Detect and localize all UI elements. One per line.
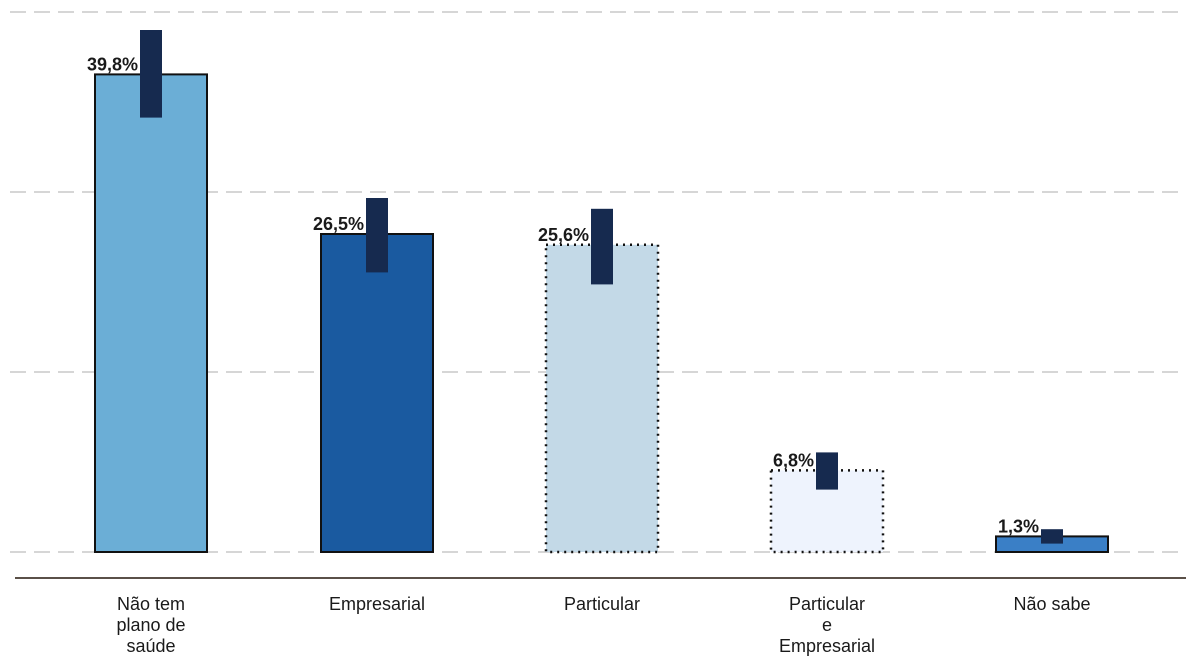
bar xyxy=(94,73,208,554)
category-label: Empresarial xyxy=(329,594,425,614)
category-label: e xyxy=(822,615,832,635)
value-label: 6,8% xyxy=(773,450,814,470)
value-label: 1,3% xyxy=(998,516,1039,536)
bar xyxy=(320,233,434,553)
category-label: Não sabe xyxy=(1013,594,1090,614)
category-label: Particular xyxy=(789,594,865,614)
error-bar xyxy=(366,198,388,273)
error-bar xyxy=(1041,529,1063,544)
error-bar xyxy=(816,452,838,490)
category-label: saúde xyxy=(126,636,175,656)
value-label: 26,5% xyxy=(313,214,364,234)
category-label: Particular xyxy=(564,594,640,614)
error-bars xyxy=(140,30,1063,544)
value-labels: 39,8% 26,5% 25,6% 6,8% 1,3% xyxy=(87,54,1039,536)
error-bar xyxy=(591,208,613,285)
category-label: Empresarial xyxy=(779,636,875,656)
value-label: 25,6% xyxy=(538,225,589,245)
category-label: plano de xyxy=(116,615,185,635)
bars xyxy=(94,73,1109,554)
category-label: Não tem xyxy=(117,594,185,614)
value-label: 39,8% xyxy=(87,54,138,74)
bar xyxy=(544,243,660,554)
error-bar xyxy=(140,30,162,118)
